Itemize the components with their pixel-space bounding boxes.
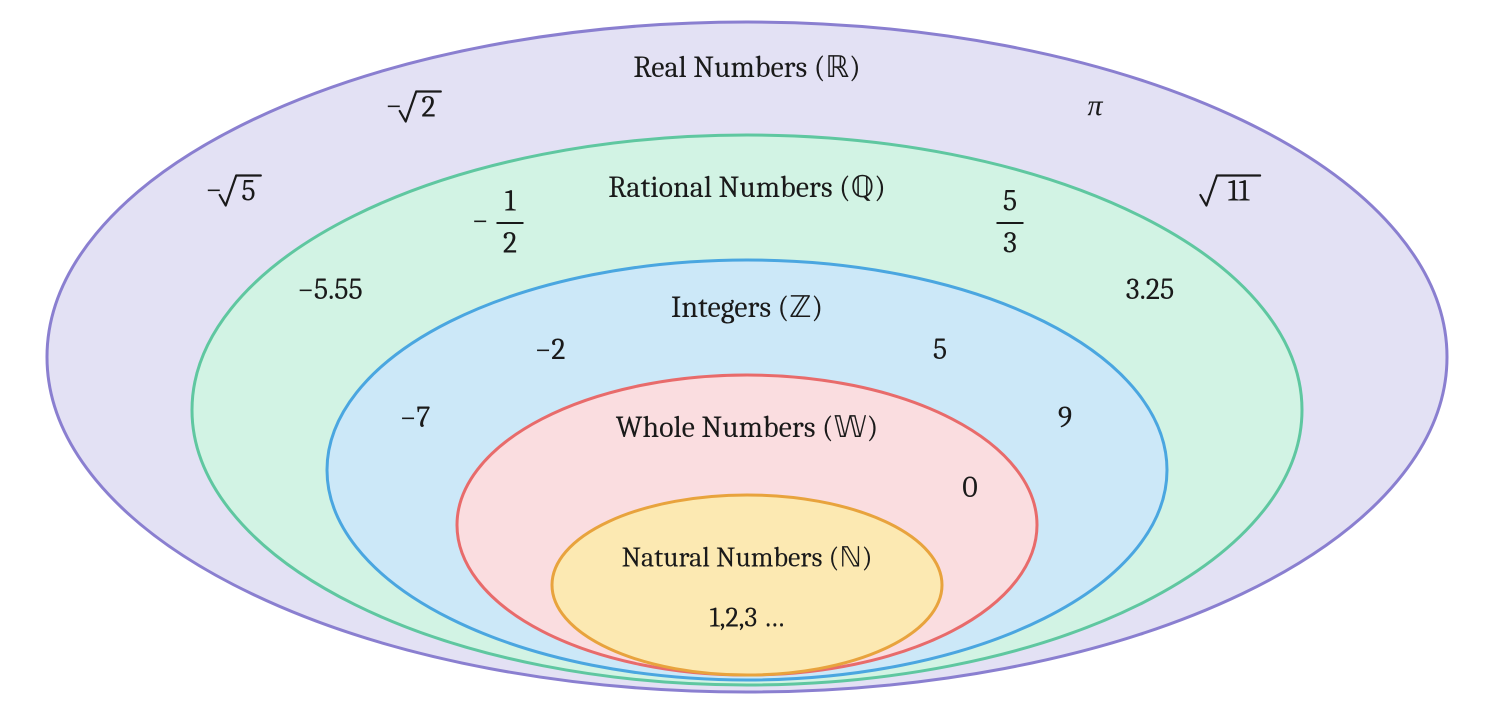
svg-text:11: 11 bbox=[1228, 174, 1251, 209]
rational-example-3: 3.25 bbox=[1126, 272, 1174, 307]
number-sets-venn-diagram: Real Numbers (ℝ)−2π−511Rational Numbers … bbox=[0, 0, 1495, 714]
svg-text:−: − bbox=[205, 172, 222, 207]
svg-text:1,2,3 …: 1,2,3 … bbox=[710, 602, 785, 634]
svg-text:5: 5 bbox=[1003, 184, 1017, 219]
svg-text:−: − bbox=[385, 88, 402, 123]
whole-title: Whole Numbers (𝕎) bbox=[616, 410, 878, 445]
integers-title: Integers (ℤ) bbox=[671, 290, 823, 325]
whole-example-0: 0 bbox=[962, 470, 978, 505]
integers-example-1: 5 bbox=[933, 332, 947, 367]
svg-text:−: − bbox=[472, 203, 489, 238]
svg-text:9: 9 bbox=[1058, 400, 1072, 435]
svg-text:−5.55: −5.55 bbox=[297, 272, 363, 307]
rational-example-2: −5.55 bbox=[297, 272, 363, 307]
svg-text:2: 2 bbox=[503, 226, 517, 261]
rational-title: Rational Numbers (ℚ) bbox=[608, 170, 885, 205]
svg-text:5: 5 bbox=[933, 332, 947, 367]
real-example-1: π bbox=[1087, 88, 1103, 123]
integers-example-0: −2 bbox=[535, 332, 566, 367]
real-title: Real Numbers (ℝ) bbox=[633, 50, 860, 85]
svg-text:3: 3 bbox=[1003, 226, 1017, 261]
svg-text:1: 1 bbox=[505, 184, 517, 219]
svg-text:2: 2 bbox=[421, 90, 435, 125]
natural-title: Natural Numbers (ℕ) bbox=[622, 542, 873, 574]
svg-text:−7: −7 bbox=[400, 400, 431, 435]
svg-text:0: 0 bbox=[962, 470, 978, 505]
natural-ellipse bbox=[552, 495, 942, 675]
svg-text:−2: −2 bbox=[535, 332, 566, 367]
svg-text:5: 5 bbox=[241, 174, 255, 209]
integers-example-2: −7 bbox=[400, 400, 431, 435]
integers-example-3: 9 bbox=[1058, 400, 1072, 435]
natural-set bbox=[552, 495, 942, 675]
natural-example-0: 1,2,3 … bbox=[710, 602, 785, 634]
svg-text:3.25: 3.25 bbox=[1126, 272, 1174, 307]
svg-text:π: π bbox=[1087, 88, 1103, 123]
